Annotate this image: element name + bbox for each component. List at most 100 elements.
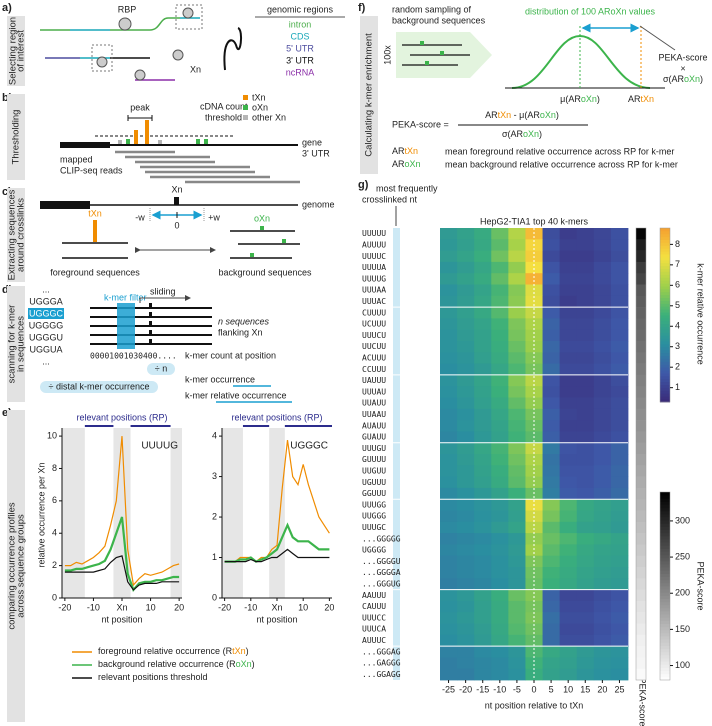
panel-b: b) Thresholding peak cDNA count threshol… xyxy=(2,92,330,184)
colorbar-swatch xyxy=(660,303,670,307)
heat-cell xyxy=(593,634,612,647)
peka-colorbar-swatch xyxy=(660,592,670,596)
peka-colorbar-swatch xyxy=(660,586,670,590)
heat-cell xyxy=(593,544,612,557)
heat-cell xyxy=(576,623,595,636)
heat-cell xyxy=(491,307,509,319)
legend-swatch xyxy=(243,115,248,120)
heat-cell xyxy=(542,295,561,308)
heat-cell xyxy=(440,589,458,602)
heat-cell xyxy=(508,510,526,523)
heat-cell xyxy=(559,623,578,636)
heat-cell xyxy=(559,329,578,342)
row-label: GGUUU xyxy=(362,489,386,498)
heat-cell xyxy=(542,228,561,240)
panel-d: d) scanning for k-mer in sequences ...UG… xyxy=(2,284,292,403)
heat-cell xyxy=(559,408,578,421)
heat-cell xyxy=(474,499,492,511)
peka-colorbar-tick-label: 100 xyxy=(675,660,690,670)
heat-cell xyxy=(593,363,612,376)
row-label: UUUGG xyxy=(362,500,386,509)
heat-cell xyxy=(559,578,578,590)
peka-cell xyxy=(636,228,646,240)
panel-c: c) Extracting sequences around crosslink… xyxy=(2,184,335,282)
legend-entry: intron xyxy=(289,19,312,29)
heat-cell xyxy=(491,250,509,263)
relevant-region xyxy=(284,428,332,598)
heat-cell xyxy=(542,578,561,590)
heat-cell xyxy=(440,329,458,342)
heat-cell xyxy=(610,589,629,602)
heat-cell xyxy=(457,521,475,534)
heat-cell xyxy=(576,273,595,285)
def-text: mean foreground relative occurrence acro… xyxy=(445,146,674,156)
heat-cell xyxy=(542,465,561,477)
heat-cell xyxy=(576,499,595,511)
kmer: UGGUA xyxy=(29,344,62,354)
rbp-label: RBP xyxy=(118,4,137,14)
pointer xyxy=(639,25,676,51)
heat-cell xyxy=(457,295,475,308)
panel-letter: g) xyxy=(358,179,369,191)
peka-colorbar-swatch xyxy=(660,529,670,534)
peka-colorbar-swatch xyxy=(660,573,670,577)
heat-cell xyxy=(559,261,578,274)
heat-cell xyxy=(610,420,629,432)
heat-cell xyxy=(576,533,595,545)
div-distal: ÷ distal k-mer occurrence xyxy=(49,381,150,391)
heat-cell xyxy=(542,374,561,387)
colorbar-swatch xyxy=(660,300,670,304)
heat-cell xyxy=(491,431,509,444)
heat-cell xyxy=(440,408,458,421)
relevant-region xyxy=(242,428,270,598)
legend-swatch xyxy=(243,95,248,100)
heat-cell xyxy=(542,261,561,274)
x-axis-label: nt position xyxy=(101,614,142,624)
legend-part: background relative occurrence (R xyxy=(98,659,236,669)
peka-colorbar-swatch xyxy=(660,661,670,665)
crosslink-column xyxy=(393,228,400,680)
x-tick-label: 10 xyxy=(146,602,156,612)
colorbar-swatch xyxy=(660,396,670,400)
legend-entry: oXn xyxy=(252,102,268,112)
heat-cell xyxy=(457,555,475,568)
kmer: ... xyxy=(42,284,50,294)
heat-cell xyxy=(508,295,526,308)
heat-cell xyxy=(491,273,509,285)
box xyxy=(91,44,113,72)
heat-cell xyxy=(491,329,509,342)
heat-cell xyxy=(610,533,629,545)
legend-swatch xyxy=(243,105,248,110)
legend-part: oXn xyxy=(236,659,252,669)
peka-colorbar-swatch xyxy=(660,607,670,612)
heat-cell xyxy=(542,600,561,613)
gene-label: 3' UTR xyxy=(302,148,330,158)
xn-marks xyxy=(149,303,152,345)
peka-colorbar-swatch xyxy=(660,648,670,653)
heat-cell xyxy=(457,261,475,274)
side-box xyxy=(360,16,378,174)
heat-cell xyxy=(576,454,595,466)
heat-cell xyxy=(610,374,629,387)
legend-entry: 5' UTR xyxy=(286,43,314,53)
foreground-label: foreground sequences xyxy=(50,267,140,277)
row-label: ...GGAGG xyxy=(362,670,401,679)
panel-e: e) comparing occurrence profiles across … xyxy=(2,407,46,722)
kmer: ... xyxy=(42,356,50,366)
heat-cell xyxy=(610,634,629,647)
peka-colorbar-swatch xyxy=(660,654,670,659)
peka-cell xyxy=(636,284,646,297)
heat-cell xyxy=(508,623,526,636)
heat-cell xyxy=(593,397,612,410)
peka-colorbar-swatch xyxy=(660,579,670,584)
peka-colorbar-swatch xyxy=(660,673,670,678)
y-tick-label: 4 xyxy=(212,430,217,440)
peka-colorbar-tick-label: 250 xyxy=(675,551,690,561)
x-tick-label: -25 xyxy=(442,684,455,694)
peka-cell xyxy=(636,510,646,523)
heat-cell xyxy=(440,555,458,568)
formula-num: ARtXn - μ(ARoXn) xyxy=(485,110,559,120)
colorbar-swatch xyxy=(660,329,670,333)
heat-cell xyxy=(491,646,509,658)
peka-cell xyxy=(636,634,646,647)
